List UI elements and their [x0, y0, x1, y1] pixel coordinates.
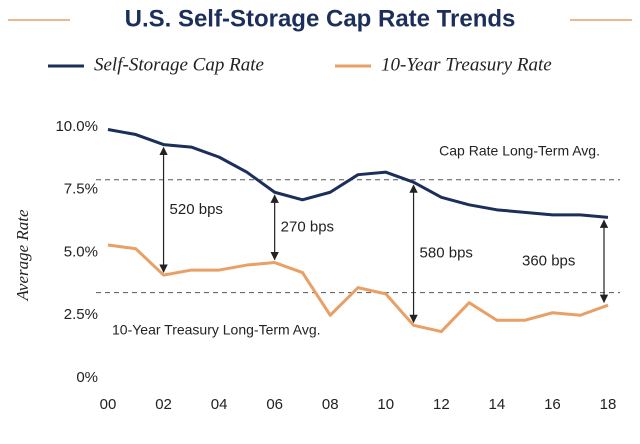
series-line: [107, 128, 609, 219]
y-tick-label: 10.0%: [55, 118, 98, 135]
legend-label: 10-Year Treasury Rate: [381, 54, 552, 75]
series-line: [107, 243, 609, 334]
annotation: 520 bps: [170, 201, 223, 218]
x-tick-label: 16: [544, 396, 561, 413]
annotation: 270 bps: [281, 218, 334, 235]
y-tick-label: 0%: [76, 369, 98, 386]
x-tick-label: 00: [100, 396, 117, 413]
x-tick-label: 06: [266, 396, 283, 413]
annotation: 580 bps: [420, 245, 473, 262]
x-tick-label: 14: [489, 396, 506, 413]
y-axis-label: Average Rate: [13, 209, 32, 302]
x-tick-label: 18: [600, 396, 617, 413]
y-tick-label: 5.0%: [64, 243, 98, 260]
reference-label: 10-Year Treasury Long-Term Avg.: [112, 321, 321, 337]
annotation: 360 bps: [522, 252, 575, 269]
y-tick-label: 7.5%: [64, 181, 98, 198]
reference-label: Cap Rate Long-Term Avg.: [439, 142, 600, 158]
x-tick-label: 12: [433, 396, 450, 413]
x-tick-label: 08: [322, 396, 339, 413]
x-tick-label: 02: [155, 396, 172, 413]
x-tick-label: 10: [377, 396, 394, 413]
chart-title: U.S. Self-Storage Cap Rate Trends: [125, 5, 516, 32]
y-tick-label: 2.5%: [64, 306, 98, 323]
legend-label: Self-Storage Cap Rate: [94, 54, 264, 75]
x-tick-label: 04: [211, 396, 228, 413]
